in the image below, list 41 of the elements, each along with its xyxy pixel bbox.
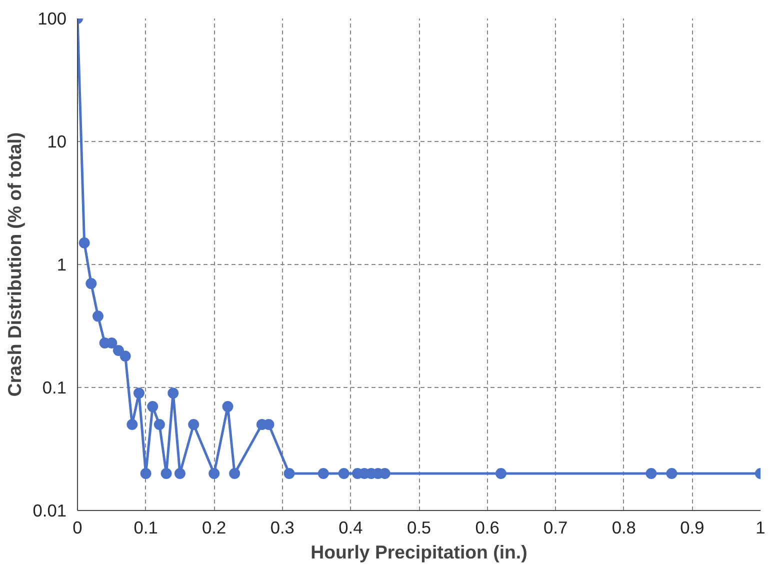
x-tick-label: 0.8: [612, 518, 636, 538]
point: [78, 237, 90, 248]
point: [140, 468, 152, 479]
x-tick-label: 0.7: [544, 518, 568, 538]
point: [126, 419, 138, 430]
point: [160, 468, 172, 479]
x-axis-title: Hourly Precipitation (in.): [310, 542, 528, 562]
y-tick-label: 0.01: [32, 500, 67, 520]
point: [168, 388, 179, 399]
x-tick-label: 0.5: [406, 518, 432, 538]
x-tick-label: 0.4: [338, 518, 364, 538]
point: [284, 468, 295, 479]
x-tick-label: 0.6: [475, 518, 500, 538]
y-tick-label: 1: [56, 254, 67, 274]
y-tick-label: 0.1: [42, 378, 67, 398]
x-tick-label: 1: [756, 518, 766, 538]
point: [646, 468, 657, 479]
point: [208, 468, 220, 479]
x-tick-label: 0.3: [270, 518, 294, 538]
point: [120, 350, 131, 362]
point: [92, 310, 104, 322]
point: [338, 468, 350, 479]
point: [133, 388, 144, 399]
x-tick-label: 0.9: [680, 518, 704, 538]
y-axis-title: Crash Distribution (% of total): [4, 132, 25, 397]
point: [112, 344, 124, 356]
point: [495, 468, 506, 479]
y-tick-label: 10: [47, 132, 67, 152]
point: [229, 468, 240, 479]
point: [188, 419, 200, 430]
point: [86, 278, 97, 290]
x-tick-label: 0.1: [134, 518, 158, 538]
point: [154, 419, 165, 430]
x-tick-label: 0.2: [202, 518, 226, 538]
point: [666, 468, 678, 479]
point: [147, 401, 158, 412]
point: [222, 401, 234, 412]
y-tick-label: 100: [38, 8, 67, 28]
point: [318, 468, 329, 479]
point: [174, 468, 186, 479]
x-tick-label: 0: [72, 518, 82, 538]
